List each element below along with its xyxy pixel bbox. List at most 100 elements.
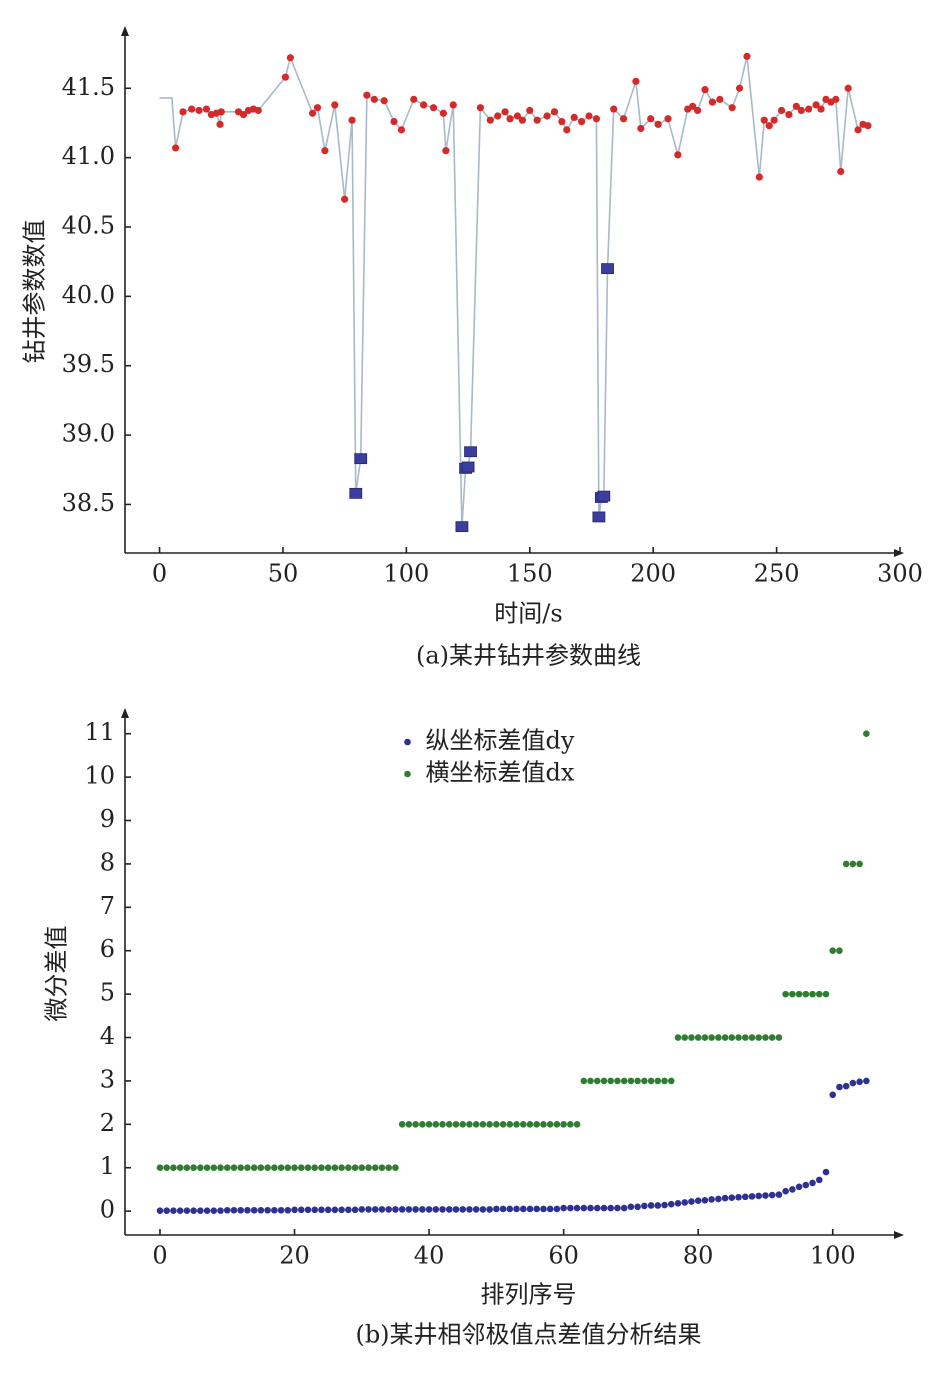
point: [223, 1206, 231, 1214]
point: [195, 106, 203, 115]
point: [844, 84, 852, 92]
point: [815, 1176, 823, 1184]
point: [445, 1206, 453, 1213]
point: [197, 1207, 204, 1214]
point: [550, 108, 559, 116]
point: [442, 147, 450, 155]
point: [607, 1077, 615, 1085]
x-tick-label: 300: [877, 560, 923, 588]
point: [777, 106, 786, 115]
point: [647, 1202, 655, 1209]
y-tick-label: 41.5: [62, 73, 115, 101]
point: [864, 122, 872, 130]
x-axis-arrow: [894, 549, 904, 557]
x-tick-label: 40: [414, 1242, 445, 1270]
point: [782, 990, 789, 998]
point: [620, 1077, 628, 1085]
point: [156, 1164, 164, 1172]
point: [795, 1183, 803, 1191]
point: [429, 104, 438, 112]
point: [849, 860, 857, 868]
point: [856, 860, 863, 868]
point: [230, 1206, 238, 1214]
point: [459, 1206, 467, 1213]
x-tick-label: 50: [268, 560, 299, 588]
point: [708, 98, 717, 106]
point: [513, 1121, 520, 1128]
point: [486, 1206, 493, 1213]
point: [661, 1201, 668, 1209]
point: [392, 1206, 399, 1213]
y-tick-label: 40.5: [62, 211, 115, 239]
point: [459, 1121, 467, 1128]
point: [217, 1164, 224, 1172]
y-tick-label: 11: [84, 718, 115, 746]
point: [654, 1202, 662, 1209]
point: [412, 1206, 419, 1213]
point: [223, 1164, 231, 1172]
caption: (b)某井相邻极值点差值分析结果: [355, 1321, 701, 1349]
point: [472, 1121, 480, 1128]
point: [506, 1205, 514, 1213]
point: [567, 1121, 574, 1128]
point: [641, 1077, 648, 1085]
point: [805, 105, 813, 113]
point: [476, 104, 485, 112]
point: [792, 102, 800, 110]
point: [230, 1164, 238, 1172]
point: [313, 104, 322, 112]
y-tick-label: 5: [100, 979, 115, 1007]
point: [593, 1204, 601, 1212]
point: [420, 101, 428, 109]
point: [743, 52, 751, 60]
point: [546, 1205, 554, 1213]
square-marker: [349, 487, 363, 499]
point: [311, 1206, 319, 1214]
point: [533, 116, 541, 124]
point: [297, 1206, 305, 1214]
point: [681, 1199, 689, 1206]
x-tick-label: 0: [152, 560, 167, 588]
point: [748, 1193, 756, 1200]
caption: (a)某井钻井参数曲线: [416, 642, 641, 670]
point: [163, 1207, 171, 1214]
point: [578, 117, 586, 126]
point: [694, 1197, 702, 1205]
point: [237, 1164, 245, 1172]
point: [815, 990, 823, 998]
point: [445, 1121, 453, 1128]
point: [439, 1206, 446, 1213]
point: [202, 105, 211, 113]
point: [829, 947, 837, 955]
point: [171, 144, 180, 152]
x-tick-label: 200: [630, 560, 676, 588]
point: [741, 1193, 749, 1201]
point: [546, 1121, 554, 1128]
point: [286, 54, 294, 62]
point: [250, 1164, 258, 1172]
point: [410, 95, 418, 103]
x-tick-label: 60: [548, 1242, 579, 1270]
point: [735, 1193, 742, 1201]
point: [533, 1205, 541, 1213]
x-axis-label: 排列序号: [481, 1281, 577, 1309]
point: [479, 1121, 487, 1128]
point: [419, 1121, 426, 1128]
point: [331, 1164, 339, 1172]
point: [593, 1077, 601, 1085]
point: [822, 1168, 830, 1176]
point: [237, 1206, 245, 1214]
y-axis-label: 微分差值: [43, 926, 71, 1022]
square-marker: [354, 453, 368, 465]
point: [519, 1121, 527, 1128]
point: [271, 1206, 278, 1214]
point: [390, 117, 398, 126]
point: [775, 1034, 783, 1041]
point: [863, 730, 870, 738]
point: [775, 1191, 783, 1198]
point: [365, 1206, 372, 1213]
point: [688, 1034, 695, 1041]
point: [176, 1207, 184, 1214]
point: [321, 147, 329, 155]
point: [331, 101, 339, 109]
